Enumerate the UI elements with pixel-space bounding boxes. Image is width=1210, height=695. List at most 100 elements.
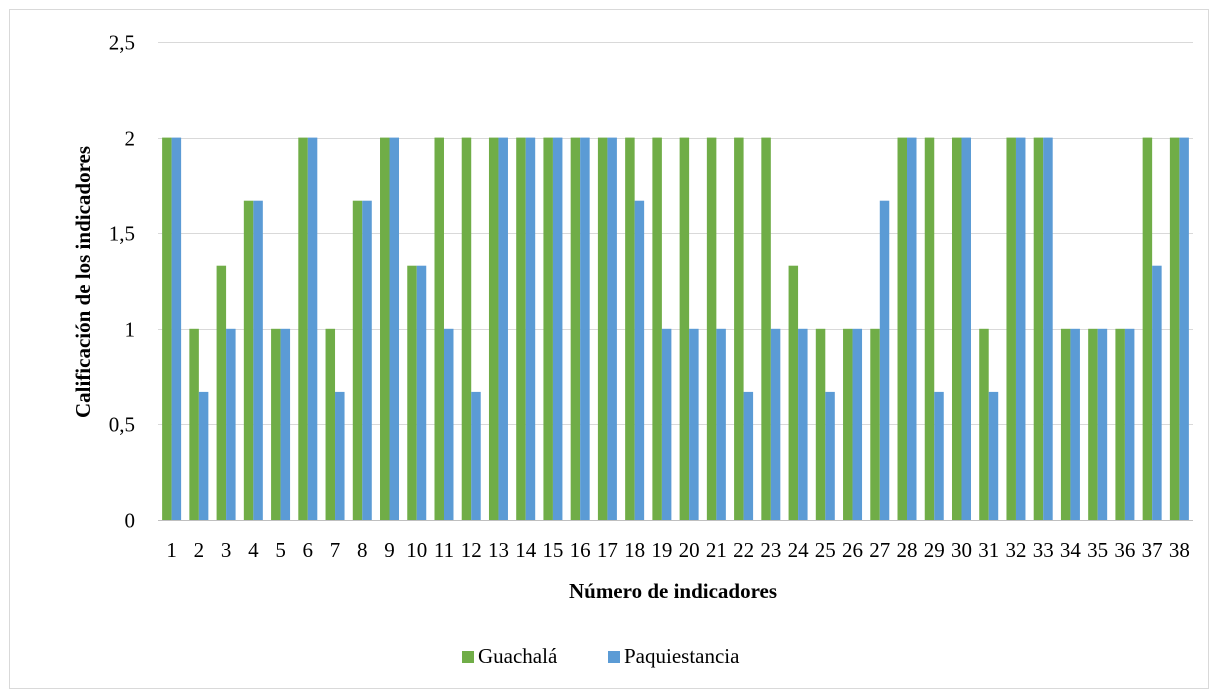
bar-guachala	[897, 137, 908, 520]
bar-guachala	[734, 137, 744, 520]
bar-paquiestancia	[362, 200, 372, 520]
axes: 00,511,522,51 2 3 4 5 6 7 8 9 10 11 12 13 14 15 16 17 18 1…	[109, 31, 1193, 562]
bar-paquiestancia	[825, 391, 835, 520]
bar-paquiestancia	[1015, 137, 1026, 520]
bar-paquiestancia	[689, 328, 699, 520]
bar-paquiestancia	[389, 137, 400, 520]
bar-paquiestancia	[580, 137, 590, 520]
bar-guachala	[352, 200, 363, 520]
bar-paquiestancia	[634, 200, 645, 520]
y-tick-label: 1,5	[109, 222, 135, 246]
x-tick-label: 22	[733, 538, 754, 562]
bar-guachala	[1033, 137, 1044, 520]
x-tick-label: 21	[706, 538, 727, 562]
legend-swatch	[462, 651, 474, 663]
x-tick-label: 18	[624, 538, 645, 562]
x-tick-label: 6	[303, 538, 314, 562]
bar-guachala	[1115, 328, 1125, 520]
bar-guachala	[407, 265, 417, 520]
x-tick-label: 37	[1142, 538, 1163, 562]
bar-guachala	[516, 137, 526, 520]
x-tick-label: 1	[166, 538, 177, 562]
bar-paquiestancia	[852, 328, 863, 520]
x-tick-label: 9	[384, 538, 395, 562]
y-axis-label: Calificación de los indicadores	[71, 146, 95, 418]
x-tick-label: 36	[1114, 538, 1135, 562]
bar-guachala	[1006, 137, 1016, 520]
x-tick-label: 31	[978, 538, 999, 562]
bar-guachala	[843, 328, 853, 520]
bars	[162, 137, 1189, 520]
bar-paquiestancia	[934, 391, 944, 520]
bar-paquiestancia	[498, 137, 508, 520]
x-axis-label: Número de indicadores	[569, 579, 777, 603]
x-tick-label: 11	[434, 538, 454, 562]
bar-guachala	[216, 265, 227, 520]
bar-guachala	[1088, 328, 1098, 520]
bar-guachala	[979, 328, 989, 520]
x-tick-label: 3	[221, 538, 232, 562]
y-tick-label: 0,5	[109, 413, 135, 437]
bar-guachala	[243, 200, 254, 520]
x-tick-label: 23	[760, 538, 781, 562]
bar-guachala	[298, 137, 308, 520]
x-tick-label: 12	[461, 538, 482, 562]
bar-paquiestancia	[198, 391, 209, 520]
bar-paquiestancia	[471, 391, 481, 520]
x-tick-label: 25	[815, 538, 836, 562]
y-tick-label: 2,5	[109, 31, 135, 55]
bar-guachala	[543, 137, 553, 520]
bar-paquiestancia	[988, 391, 999, 520]
legend: Guachalá Paquiestancia	[462, 644, 740, 668]
x-tick-label: 5	[275, 538, 286, 562]
bar-guachala	[1142, 137, 1153, 520]
x-tick-label: 14	[515, 538, 537, 562]
bar-paquiestancia	[716, 328, 726, 520]
bar-guachala	[924, 137, 935, 520]
bar-paquiestancia	[307, 137, 318, 520]
bar-paquiestancia	[798, 328, 808, 520]
bar-paquiestancia	[1043, 137, 1053, 520]
x-tick-label: 26	[842, 538, 863, 562]
bar-guachala	[815, 328, 826, 520]
x-tick-label: 4	[248, 538, 259, 562]
bar-paquiestancia	[1070, 328, 1080, 520]
bar-paquiestancia	[743, 391, 754, 520]
x-tick-label: 30	[951, 538, 972, 562]
bar-paquiestancia	[552, 137, 563, 520]
bar-paquiestancia	[443, 328, 454, 520]
bar-paquiestancia	[961, 137, 971, 520]
bar-guachala	[706, 137, 717, 520]
x-tick-label: 19	[651, 538, 672, 562]
bar-guachala	[788, 265, 799, 520]
x-tick-label: 24	[788, 538, 810, 562]
x-tick-label: 2	[194, 538, 205, 562]
bar-paquiestancia	[1124, 328, 1135, 520]
bar-paquiestancia	[607, 137, 617, 520]
x-tick-label: 15	[542, 538, 563, 562]
bar-guachala	[189, 328, 199, 520]
y-tick-label: 1	[125, 318, 136, 342]
bar-guachala	[570, 137, 581, 520]
bar-paquiestancia	[525, 137, 536, 520]
bar-paquiestancia	[1097, 328, 1108, 520]
x-tick-label: 13	[488, 538, 509, 562]
x-tick-label: 32	[1005, 538, 1026, 562]
bar-paquiestancia	[253, 200, 263, 520]
bar-guachala	[325, 328, 336, 520]
bar-guachala	[271, 328, 281, 520]
bar-guachala	[1169, 137, 1180, 520]
y-tick-label: 2	[125, 127, 136, 151]
x-tick-label: 33	[1033, 538, 1054, 562]
bar-guachala	[434, 137, 444, 520]
x-tick-label: 29	[924, 538, 945, 562]
legend-entry: Guachalá	[478, 644, 558, 668]
x-tick-label: 35	[1087, 538, 1108, 562]
bar-guachala	[870, 328, 880, 520]
bar-paquiestancia	[416, 265, 427, 520]
x-tick-label: 20	[679, 538, 700, 562]
bar-guachala	[679, 137, 690, 520]
bar-guachala	[951, 137, 962, 520]
bar-guachala	[625, 137, 635, 520]
